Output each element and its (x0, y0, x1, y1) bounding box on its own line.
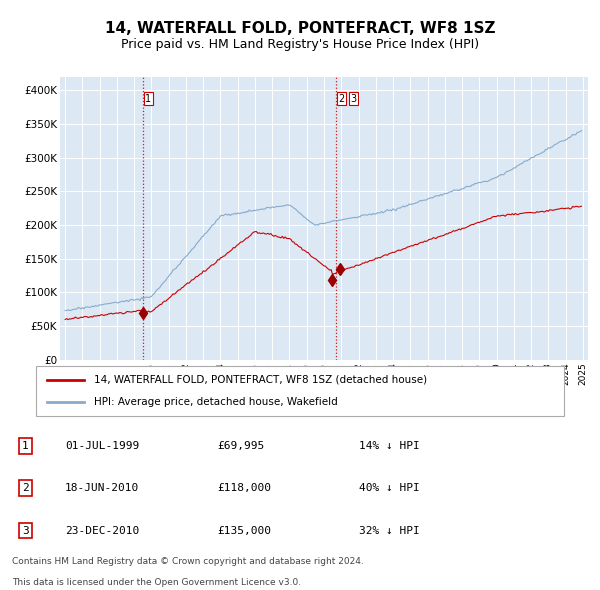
Text: £69,995: £69,995 (218, 441, 265, 451)
Text: £118,000: £118,000 (218, 483, 272, 493)
Text: This data is licensed under the Open Government Licence v3.0.: This data is licensed under the Open Gov… (12, 578, 301, 587)
Text: 40% ↓ HPI: 40% ↓ HPI (359, 483, 419, 493)
Text: Contains HM Land Registry data © Crown copyright and database right 2024.: Contains HM Land Registry data © Crown c… (12, 557, 364, 566)
Text: 18-JUN-2010: 18-JUN-2010 (65, 483, 139, 493)
Text: 01-JUL-1999: 01-JUL-1999 (65, 441, 139, 451)
Text: 3: 3 (22, 526, 29, 536)
Text: 1: 1 (145, 94, 152, 104)
Text: 23-DEC-2010: 23-DEC-2010 (65, 526, 139, 536)
Text: Price paid vs. HM Land Registry's House Price Index (HPI): Price paid vs. HM Land Registry's House … (121, 38, 479, 51)
Text: 1: 1 (22, 441, 29, 451)
Text: £135,000: £135,000 (218, 526, 272, 536)
Text: 2: 2 (22, 483, 29, 493)
Text: 14, WATERFALL FOLD, PONTEFRACT, WF8 1SZ: 14, WATERFALL FOLD, PONTEFRACT, WF8 1SZ (105, 21, 495, 35)
FancyBboxPatch shape (36, 366, 564, 416)
Text: 14% ↓ HPI: 14% ↓ HPI (359, 441, 419, 451)
Text: HPI: Average price, detached house, Wakefield: HPI: Average price, detached house, Wake… (94, 397, 338, 407)
Text: 2: 2 (338, 94, 345, 104)
Text: 14, WATERFALL FOLD, PONTEFRACT, WF8 1SZ (detached house): 14, WATERFALL FOLD, PONTEFRACT, WF8 1SZ … (94, 375, 427, 385)
Text: 32% ↓ HPI: 32% ↓ HPI (359, 526, 419, 536)
Text: 3: 3 (351, 94, 357, 104)
